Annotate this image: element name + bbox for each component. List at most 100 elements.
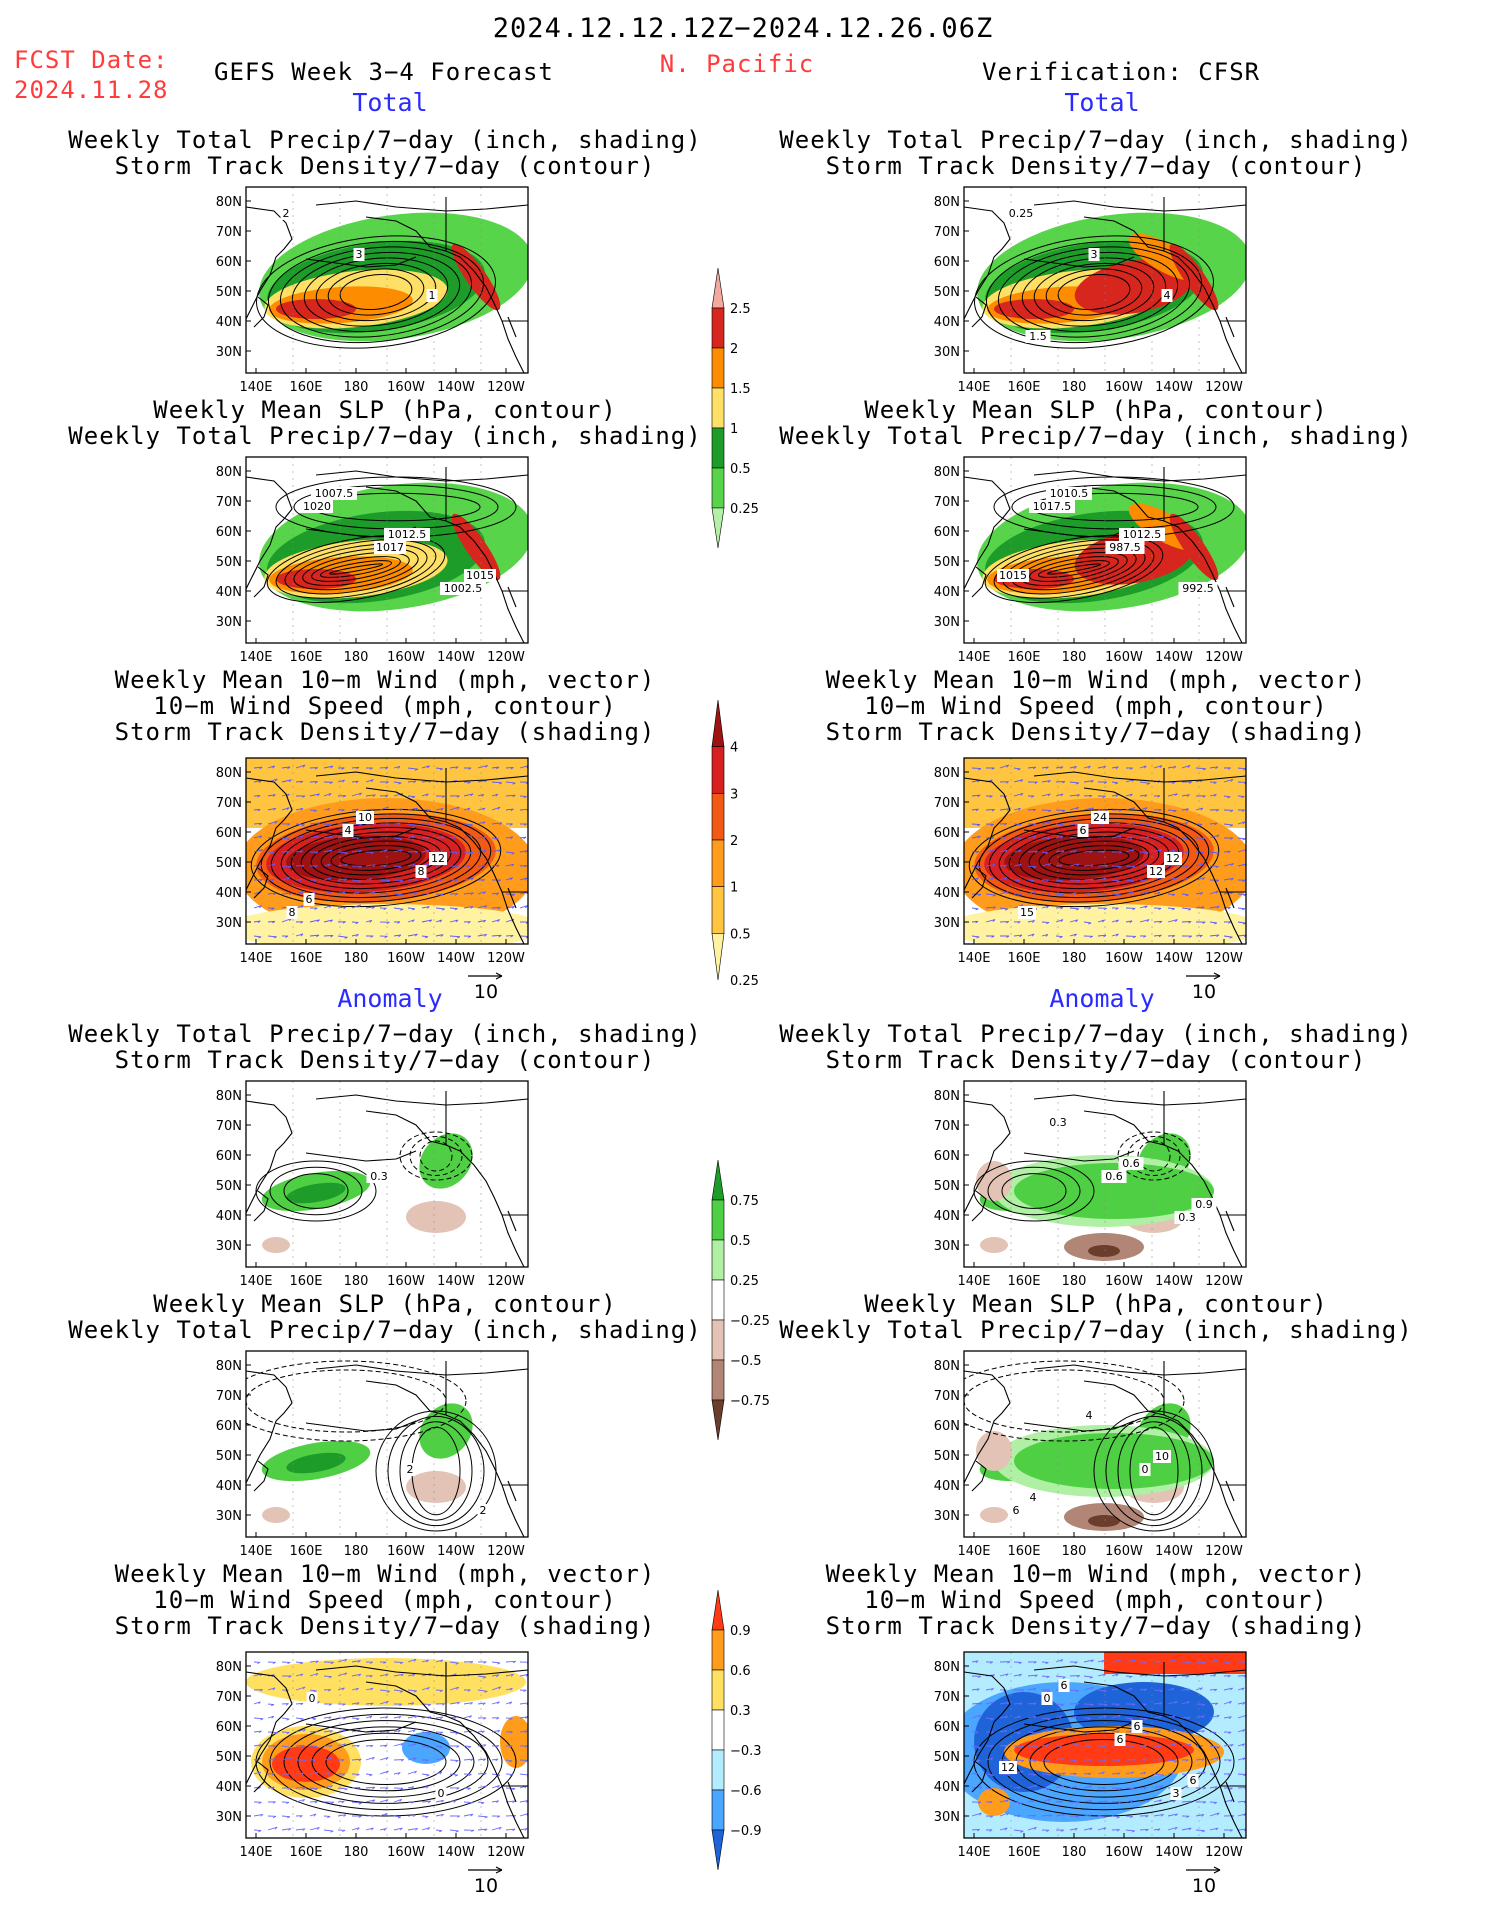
wind-vector-head [274, 1826, 278, 1830]
wind-vector [519, 1673, 528, 1677]
wind-vector-head [369, 919, 373, 923]
contour-label: 24 [1093, 811, 1107, 824]
wind-vector [295, 1772, 305, 1775]
shading-region [246, 1658, 526, 1706]
wind-vector [365, 1756, 375, 1761]
wind-vector [267, 820, 278, 825]
coastline [365, 1110, 525, 1267]
wind-vector [999, 1827, 1008, 1831]
wind-vector-head [1143, 880, 1147, 883]
wind-vector-head [385, 767, 389, 770]
wind-vector-head [498, 934, 502, 938]
wind-vector-head [426, 1774, 430, 1777]
wind-vector-head [385, 1673, 389, 1677]
wind-vector [1111, 1730, 1120, 1733]
wind-vector [463, 1745, 472, 1748]
wind-vector [365, 1702, 374, 1705]
wind-vector-head [411, 1702, 415, 1705]
wind-vector-head [1045, 1662, 1049, 1665]
wind-vector [1153, 1702, 1163, 1705]
map-frame [245, 757, 529, 945]
wind-vector-head [1117, 1772, 1121, 1776]
wind-vector [1181, 821, 1188, 825]
wind-vector [971, 794, 981, 797]
wind-vector-head [470, 1758, 474, 1762]
wind-vector [1167, 877, 1177, 881]
wind-vector-head [1032, 808, 1036, 812]
wind-vector [1069, 919, 1078, 923]
wind-vector [365, 1799, 376, 1803]
wind-vector [1041, 1729, 1049, 1733]
date-range: 2024.12.12.12Z−2024.12.26.06Z [492, 13, 994, 44]
wind-vector-head [1185, 838, 1189, 841]
wind-vector-head [411, 1786, 415, 1790]
wind-vector [1041, 863, 1051, 867]
fcst-date-value: 2024.11.28 [14, 76, 169, 104]
wind-vector-head [300, 921, 304, 924]
wind-vector-head [272, 1687, 276, 1691]
lon-label: 120W [487, 650, 525, 665]
wind-vector-head [1104, 864, 1108, 868]
wind-vector [1041, 1675, 1050, 1678]
wind-vector-head [1076, 1801, 1080, 1804]
wind-vector-head [1047, 1759, 1051, 1763]
wind-vector-head [498, 1826, 502, 1830]
contour-label: 4 [1164, 289, 1171, 302]
wind-vector-head [1046, 1744, 1049, 1747]
wind-vector-head [385, 795, 389, 798]
wind-vector-head [484, 905, 488, 908]
wind-vector [1069, 1772, 1077, 1775]
wind-vector-head [496, 1717, 500, 1720]
wind-vector [999, 864, 1007, 867]
wind-vector [267, 1703, 275, 1706]
wind-vector-head [1144, 905, 1148, 909]
lat-label: 50N [216, 1449, 242, 1464]
wind-vector [463, 807, 471, 811]
contour-line [973, 1707, 1235, 1817]
wind-vector [337, 1687, 345, 1691]
contour-line [302, 551, 410, 587]
wind-vector [491, 1661, 501, 1664]
wind-vector-head [302, 1787, 306, 1790]
wind-vector-head [1242, 922, 1246, 925]
wind-vector [1069, 907, 1079, 910]
coastline [253, 566, 269, 598]
wind-vector-head [358, 1802, 362, 1805]
lat-label: 50N [934, 1449, 960, 1464]
wind-vector-head [1160, 1774, 1165, 1777]
wind-vector [463, 1702, 473, 1705]
wind-vector-head [1020, 1746, 1024, 1749]
wind-vector [1237, 921, 1246, 924]
lon-label: 160E [289, 380, 322, 395]
wind-vector [1111, 1687, 1120, 1691]
wind-vector-head [991, 837, 995, 840]
wind-vector [505, 1660, 516, 1663]
wind-vector-head [989, 1788, 993, 1791]
wind-vector-head [330, 1661, 334, 1665]
colorbar-precip-anom: 0.750.50.25−0.25−0.5−0.75 [711, 1159, 770, 1441]
wind-vector-head [1158, 934, 1162, 938]
contour-line [293, 547, 419, 591]
wind-vector [281, 918, 292, 923]
wind-vector-head [1241, 908, 1246, 911]
colorbar-label: 0.25 [730, 502, 759, 517]
wind-vector-head [1186, 1815, 1190, 1818]
wind-vector-head [258, 1701, 261, 1705]
wind-vector-head [369, 767, 373, 770]
title-fcst-anom-slp-1: Weekly Mean SLP (hPa, contour) [153, 1290, 617, 1318]
lat-label: 60N [216, 1149, 242, 1164]
wind-vector [323, 1785, 333, 1789]
lon-label: 120W [487, 1544, 525, 1559]
wind-vector [351, 1702, 360, 1705]
wind-vector-head [1087, 1717, 1091, 1720]
wind-vector-head [976, 1828, 980, 1832]
wind-vector-head [1201, 862, 1205, 866]
lat-label: 30N [934, 916, 960, 931]
wind-vector [971, 920, 979, 923]
wind-vector-head [979, 1786, 983, 1789]
wind-vector-head [467, 865, 471, 868]
wind-vector [365, 1773, 373, 1776]
coastline [1033, 1665, 1246, 1677]
